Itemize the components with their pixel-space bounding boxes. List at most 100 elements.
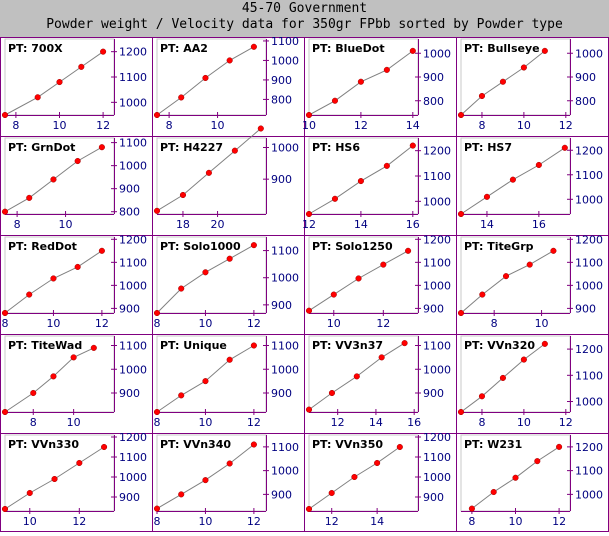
y-tick-label: 1200 — [119, 233, 147, 246]
data-point — [250, 242, 257, 249]
y-tick-label: 900 — [423, 302, 444, 315]
x-tick-label: 8 — [166, 119, 173, 132]
y-tick-label: 900 — [423, 387, 444, 400]
data-point — [357, 178, 364, 185]
y-tick-label: 1000 — [119, 96, 147, 109]
data-point — [226, 57, 233, 64]
x-tick-label: 8 — [2, 317, 9, 330]
x-tick-label: 10 — [53, 119, 67, 132]
data-point — [98, 247, 105, 254]
chart-title: PT: RedDot — [8, 240, 77, 253]
chart-title: PT: HS6 — [312, 141, 360, 154]
data-point — [483, 193, 491, 200]
data-point — [202, 269, 209, 276]
chart-panel: PT: GrnDot 800 900 1000 1100 8 10 — [1, 137, 147, 231]
x-tick-label: 14 — [369, 416, 383, 429]
y-tick-label: 900 — [119, 302, 140, 315]
x-tick-label: 8 — [478, 416, 485, 429]
data-point — [541, 340, 548, 347]
x-tick-label: 10 — [46, 317, 60, 330]
x-tick-label: 10 — [198, 416, 212, 429]
data-point — [357, 78, 364, 85]
x-tick-label: 14 — [406, 119, 420, 132]
data-point — [226, 356, 233, 363]
y-tick-label: 900 — [575, 302, 596, 315]
chart-title: PT: Solo1000 — [160, 240, 241, 253]
x-tick-label: 8 — [154, 515, 161, 528]
series-line — [156, 444, 255, 510]
y-tick-label: 1100 — [575, 465, 603, 478]
chart-title: PT: Unique — [160, 339, 227, 352]
y-tick-label: 1100 — [119, 256, 147, 269]
chart-panel: PT: H4227 900 1000 18 20 — [153, 125, 299, 231]
x-tick-label: 10 — [302, 119, 316, 132]
x-tick-label: 16 — [532, 218, 546, 231]
data-point — [100, 48, 107, 55]
y-tick-label: 900 — [271, 387, 292, 400]
data-point — [74, 157, 81, 165]
x-tick-label: 10 — [59, 218, 73, 231]
data-point — [478, 92, 486, 100]
y-tick-label: 1200 — [575, 441, 603, 454]
data-point — [50, 275, 57, 282]
data-point — [226, 255, 233, 262]
data-point — [374, 459, 381, 467]
data-point — [153, 408, 161, 416]
x-tick-label: 12 — [552, 515, 566, 528]
data-point — [98, 144, 105, 151]
data-point — [1, 111, 9, 119]
chart-title: PT: Bullseye — [464, 42, 540, 55]
data-point — [90, 344, 97, 351]
chart-panel: PT: VVn340 900 1000 1100 8 10 12 — [154, 434, 299, 528]
data-point — [305, 111, 313, 119]
data-point — [409, 142, 416, 149]
data-point — [178, 94, 185, 101]
x-tick-label: 16 — [406, 218, 420, 231]
x-tick-label: 12 — [72, 515, 86, 528]
y-tick-label: 900 — [575, 71, 596, 84]
data-point — [178, 285, 185, 292]
y-tick-label: 1100 — [119, 137, 147, 150]
chart-title: PT: HS7 — [464, 141, 512, 154]
y-tick-label: 1000 — [271, 142, 299, 155]
page-title: 45-70 Government — [241, 1, 368, 16]
chart-panel: PT: AA2 800 900 1000 1100 8 10 — [153, 35, 299, 132]
y-tick-label: 1100 — [423, 340, 451, 353]
data-point — [26, 194, 33, 201]
x-tick-label: 12 — [96, 119, 110, 132]
y-tick-label: 1000 — [271, 465, 299, 478]
x-tick-label: 10 — [198, 317, 212, 330]
data-point — [1, 505, 9, 513]
x-tick-label: 12 — [325, 515, 339, 528]
data-point — [383, 66, 390, 73]
y-tick-label: 1100 — [271, 37, 299, 48]
x-tick-label: 8 — [154, 317, 161, 330]
data-point — [520, 64, 527, 71]
y-tick-label: 1100 — [575, 256, 603, 269]
data-point — [512, 474, 519, 481]
data-point — [561, 144, 568, 151]
y-tick-label: 1100 — [119, 340, 147, 353]
x-tick-label: 8 — [12, 119, 19, 132]
data-point — [457, 210, 465, 218]
x-tick-label: 10 — [198, 515, 212, 528]
chart-title: PT: AA2 — [160, 42, 208, 55]
y-tick-label: 900 — [423, 491, 444, 504]
y-tick-label: 1000 — [423, 47, 451, 60]
chart-panel: PT: VVn330 900 1000 1100 1200 10 12 — [1, 431, 147, 528]
y-tick-label: 1100 — [271, 441, 299, 454]
y-tick-label: 1200 — [119, 431, 147, 444]
y-tick-label: 1000 — [575, 279, 603, 292]
chart-title: PT: VVn320 — [464, 339, 535, 352]
y-tick-label: 1100 — [575, 169, 603, 182]
data-point — [330, 291, 337, 298]
chart-title: PT: H4227 — [160, 141, 223, 154]
data-point — [331, 195, 339, 202]
x-tick-label: 8 — [30, 416, 37, 429]
x-tick-label: 14 — [480, 218, 494, 231]
data-point — [74, 263, 81, 270]
x-tick-label: 12 — [559, 416, 573, 429]
y-tick-label: 1100 — [119, 71, 147, 84]
x-tick-label: 8 — [478, 119, 485, 132]
y-tick-label: 1000 — [423, 195, 451, 208]
